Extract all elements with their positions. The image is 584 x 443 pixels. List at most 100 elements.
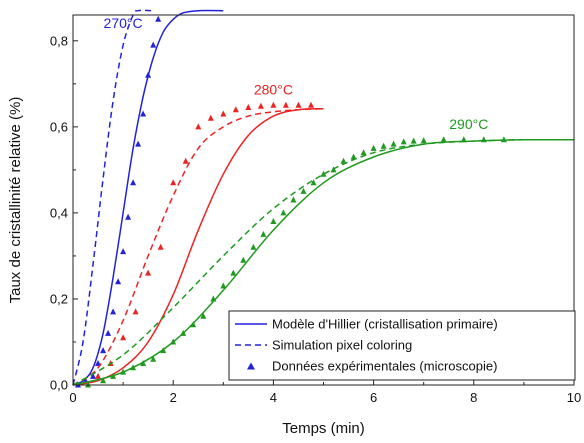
y-tick-label: 0,2 <box>50 291 68 306</box>
experimental-point <box>210 295 217 302</box>
series-2 <box>72 136 575 388</box>
experimental-point <box>115 278 122 285</box>
legend-label-simulation: Simulation pixel coloring <box>272 338 412 353</box>
experimental-point <box>170 179 177 186</box>
experimental-point <box>390 140 397 147</box>
simulation-line <box>72 108 324 386</box>
y-tick-label: 0,8 <box>50 33 68 48</box>
legend-box <box>228 310 576 381</box>
legend: Modèle d'Hillier (cristallisation primai… <box>228 310 576 381</box>
experimental-point <box>440 136 447 143</box>
experimental-point <box>140 360 147 366</box>
experimental-point <box>132 308 139 315</box>
curves-layer <box>72 9 575 388</box>
experimental-point <box>270 218 277 224</box>
series-0 <box>72 9 224 388</box>
series-label: 280°C <box>254 82 293 98</box>
experimental-point <box>150 355 157 362</box>
experimental-point <box>182 157 189 164</box>
experimental-point <box>220 110 227 117</box>
series-labels: 270°C 280°C 290°C <box>104 15 489 132</box>
series-1 <box>72 101 324 386</box>
experimental-point <box>130 364 137 371</box>
experimental-point <box>155 15 162 22</box>
series-label: 290°C <box>449 116 488 132</box>
experimental-point <box>270 101 277 108</box>
experimental-point <box>320 170 327 177</box>
experimental-point <box>460 136 467 143</box>
experimental-point <box>157 243 164 250</box>
experimental-point <box>420 137 427 144</box>
experimental-point <box>280 209 287 216</box>
y-tick-label: 0,6 <box>50 119 68 134</box>
experimental-point <box>100 347 107 354</box>
experimental-point <box>257 102 264 109</box>
experimental-point <box>145 269 152 276</box>
experimental-point <box>95 372 101 379</box>
model-line <box>72 108 324 386</box>
experimental-point <box>380 142 387 149</box>
experimental-point <box>130 179 137 186</box>
series-label: 270°C <box>104 15 143 31</box>
experimental-point <box>110 372 117 379</box>
experimental-point <box>100 377 107 384</box>
experimental-point <box>160 347 167 354</box>
experimental-point <box>230 269 237 276</box>
y-tick-label: 0,4 <box>50 205 68 220</box>
experimental-point <box>340 157 347 164</box>
x-tick-label: 10 <box>567 390 581 405</box>
x-axis-title: Temps (min) <box>282 420 365 437</box>
experimental-point <box>95 360 101 366</box>
experimental-point <box>135 140 142 147</box>
x-tick-label: 4 <box>270 390 277 405</box>
experimental-point <box>145 71 152 78</box>
experimental-point <box>220 282 227 289</box>
x-tick-label: 8 <box>470 390 477 405</box>
experimental-point <box>200 312 207 319</box>
experimental-point <box>290 196 297 203</box>
experimental-point <box>330 166 337 173</box>
experimental-point <box>90 372 96 379</box>
experimental-point <box>120 248 127 255</box>
experimental-point <box>250 243 257 250</box>
experimental-point <box>180 329 187 336</box>
simulation-line <box>72 138 575 386</box>
experimental-point <box>295 101 302 108</box>
experimental-point <box>400 138 407 145</box>
x-tick-label: 6 <box>370 390 377 405</box>
x-tick-label: 0 <box>69 390 76 405</box>
experimental-point <box>500 136 507 143</box>
experimental-point <box>140 110 147 117</box>
experimental-point <box>480 136 487 143</box>
experimental-point <box>350 153 357 160</box>
y-axis-title: Taux de cristallinité relative (%) <box>7 97 24 304</box>
model-line <box>72 9 224 386</box>
experimental-point <box>300 187 307 194</box>
experimental-point <box>245 104 252 110</box>
experimental-point <box>170 338 177 345</box>
experimental-point <box>260 230 267 237</box>
legend-triangle-marker <box>247 362 255 370</box>
experimental-point <box>232 106 239 113</box>
simulation-line <box>72 9 154 386</box>
experimental-point <box>282 101 289 108</box>
x-tick-label: 2 <box>170 390 177 405</box>
experimental-point <box>105 329 112 336</box>
legend-label-experimental: Données expérimentales (microscopie) <box>272 359 497 374</box>
experimental-point <box>190 321 197 328</box>
experimental-point <box>150 41 157 48</box>
experimental-point <box>120 368 127 375</box>
axes-layer: 0 2 4 6 8 10 0,0 0,2 0,4 0,6 0,8 <box>50 33 581 405</box>
experimental-point <box>110 308 117 315</box>
y-tick-label: 0,0 <box>50 378 68 393</box>
experimental-point <box>310 179 317 186</box>
experimental-point <box>207 114 214 121</box>
experimental-point <box>370 144 377 151</box>
experimental-point <box>360 149 367 156</box>
experimental-point <box>308 101 314 108</box>
experimental-point <box>120 334 127 341</box>
experimental-point <box>125 213 132 220</box>
experimental-point <box>195 123 202 130</box>
experimental-point <box>410 137 417 144</box>
